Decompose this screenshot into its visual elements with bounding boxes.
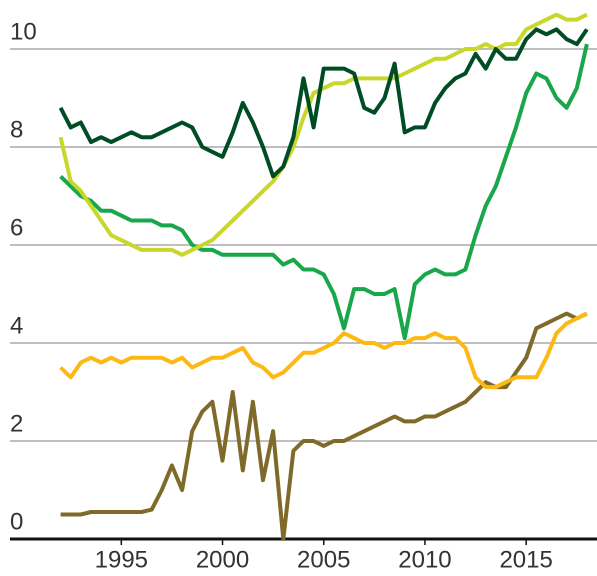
x-tick-label: 2015 <box>499 546 552 573</box>
y-tick-label: 6 <box>10 214 23 241</box>
y-tick-label: 0 <box>10 508 23 535</box>
y-tick-label: 10 <box>10 18 37 45</box>
series-line <box>58 12 588 257</box>
series-line <box>58 27 589 179</box>
x-tick-label: 1995 <box>95 546 148 573</box>
x-tick-label: 2005 <box>297 546 350 573</box>
x-tick-label: 2000 <box>196 546 249 573</box>
y-tick-label: 2 <box>10 410 23 437</box>
series-line <box>59 311 588 390</box>
series-line <box>59 43 589 341</box>
y-tick-label: 8 <box>10 116 23 143</box>
x-tick-label: 2010 <box>398 546 451 573</box>
y-tick-label: 4 <box>10 312 23 339</box>
